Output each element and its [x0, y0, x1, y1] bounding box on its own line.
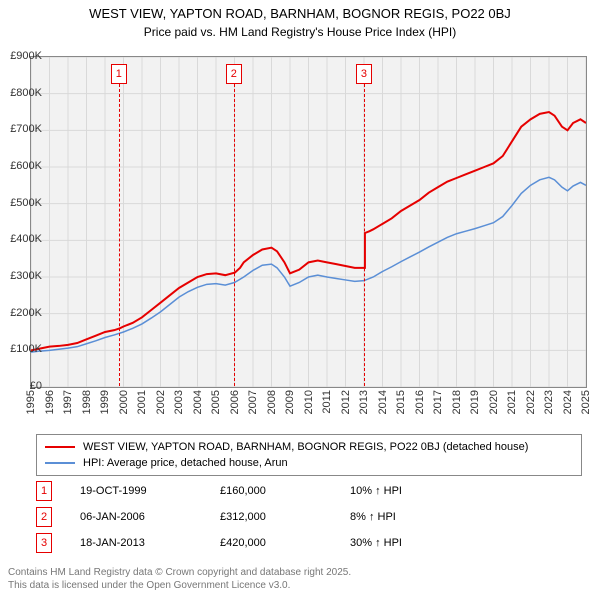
marker-badge: 3: [36, 533, 52, 553]
txn-price: £312,000: [220, 511, 350, 523]
x-tick-label: 1995: [25, 390, 37, 414]
legend-swatch: [45, 446, 75, 448]
x-tick-label: 2018: [451, 390, 463, 414]
chart-title-line2: Price paid vs. HM Land Registry's House …: [0, 25, 600, 39]
plot-area: [30, 56, 587, 388]
y-tick-label: £500K: [10, 197, 42, 209]
x-tick-label: 1997: [62, 390, 74, 414]
x-tick-label: 2025: [580, 390, 592, 414]
txn-price: £420,000: [220, 537, 350, 549]
x-tick-label: 2022: [525, 390, 537, 414]
x-tick-label: 2004: [192, 390, 204, 414]
txn-date: 19-OCT-1999: [80, 485, 220, 497]
x-tick-label: 2002: [155, 390, 167, 414]
x-tick-label: 2008: [266, 390, 278, 414]
txn-date: 06-JAN-2006: [80, 511, 220, 523]
y-tick-label: £900K: [10, 50, 42, 62]
y-tick-label: £100K: [10, 343, 42, 355]
footer: Contains HM Land Registry data © Crown c…: [8, 566, 351, 592]
marker-line: [234, 84, 235, 386]
x-tick-label: 2013: [358, 390, 370, 414]
chart-container: WEST VIEW, YAPTON ROAD, BARNHAM, BOGNOR …: [0, 6, 600, 596]
marker-badge: 2: [36, 507, 52, 527]
x-tick-label: 2006: [229, 390, 241, 414]
legend-label: WEST VIEW, YAPTON ROAD, BARNHAM, BOGNOR …: [83, 441, 528, 453]
x-tick-label: 2003: [173, 390, 185, 414]
x-tick-label: 1999: [99, 390, 111, 414]
marker-line: [119, 84, 120, 386]
x-tick-label: 1998: [81, 390, 93, 414]
table-row: 3 18-JAN-2013 £420,000 30% ↑ HPI: [36, 530, 564, 556]
txn-diff: 8% ↑ HPI: [350, 511, 470, 523]
y-tick-label: £700K: [10, 123, 42, 135]
chart-svg: [31, 57, 586, 387]
y-tick-label: £400K: [10, 233, 42, 245]
y-tick-label: £200K: [10, 307, 42, 319]
x-tick-label: 2007: [247, 390, 259, 414]
legend: WEST VIEW, YAPTON ROAD, BARNHAM, BOGNOR …: [36, 434, 582, 476]
y-tick-label: £600K: [10, 160, 42, 172]
legend-item: WEST VIEW, YAPTON ROAD, BARNHAM, BOGNOR …: [45, 439, 573, 455]
transactions-table: 1 19-OCT-1999 £160,000 10% ↑ HPI 2 06-JA…: [36, 478, 564, 556]
footer-line2: This data is licensed under the Open Gov…: [8, 579, 351, 592]
txn-date: 18-JAN-2013: [80, 537, 220, 549]
txn-diff: 10% ↑ HPI: [350, 485, 470, 497]
x-tick-label: 2011: [321, 390, 333, 414]
y-tick-label: £300K: [10, 270, 42, 282]
x-tick-label: 2010: [303, 390, 315, 414]
x-tick-label: 2024: [562, 390, 574, 414]
table-row: 2 06-JAN-2006 £312,000 8% ↑ HPI: [36, 504, 564, 530]
x-tick-label: 2014: [377, 390, 389, 414]
txn-price: £160,000: [220, 485, 350, 497]
table-row: 1 19-OCT-1999 £160,000 10% ↑ HPI: [36, 478, 564, 504]
x-tick-label: 2000: [118, 390, 130, 414]
x-tick-label: 2001: [136, 390, 148, 414]
x-tick-label: 1996: [44, 390, 56, 414]
x-tick-label: 2021: [506, 390, 518, 414]
x-tick-label: 2016: [414, 390, 426, 414]
x-tick-label: 2023: [543, 390, 555, 414]
x-tick-label: 2012: [340, 390, 352, 414]
x-tick-label: 2019: [469, 390, 481, 414]
x-tick-label: 2020: [488, 390, 500, 414]
legend-swatch: [45, 462, 75, 464]
marker-line: [364, 84, 365, 386]
marker-badge: 1: [111, 64, 127, 84]
chart-title-line1: WEST VIEW, YAPTON ROAD, BARNHAM, BOGNOR …: [0, 6, 600, 23]
y-tick-label: £800K: [10, 87, 42, 99]
x-tick-label: 2009: [284, 390, 296, 414]
txn-diff: 30% ↑ HPI: [350, 537, 470, 549]
x-tick-label: 2015: [395, 390, 407, 414]
marker-badge: 2: [226, 64, 242, 84]
marker-badge: 3: [356, 64, 372, 84]
footer-line1: Contains HM Land Registry data © Crown c…: [8, 566, 351, 579]
legend-item: HPI: Average price, detached house, Arun: [45, 455, 573, 471]
marker-badge: 1: [36, 481, 52, 501]
x-tick-label: 2017: [432, 390, 444, 414]
legend-label: HPI: Average price, detached house, Arun: [83, 457, 288, 469]
x-tick-label: 2005: [210, 390, 222, 414]
